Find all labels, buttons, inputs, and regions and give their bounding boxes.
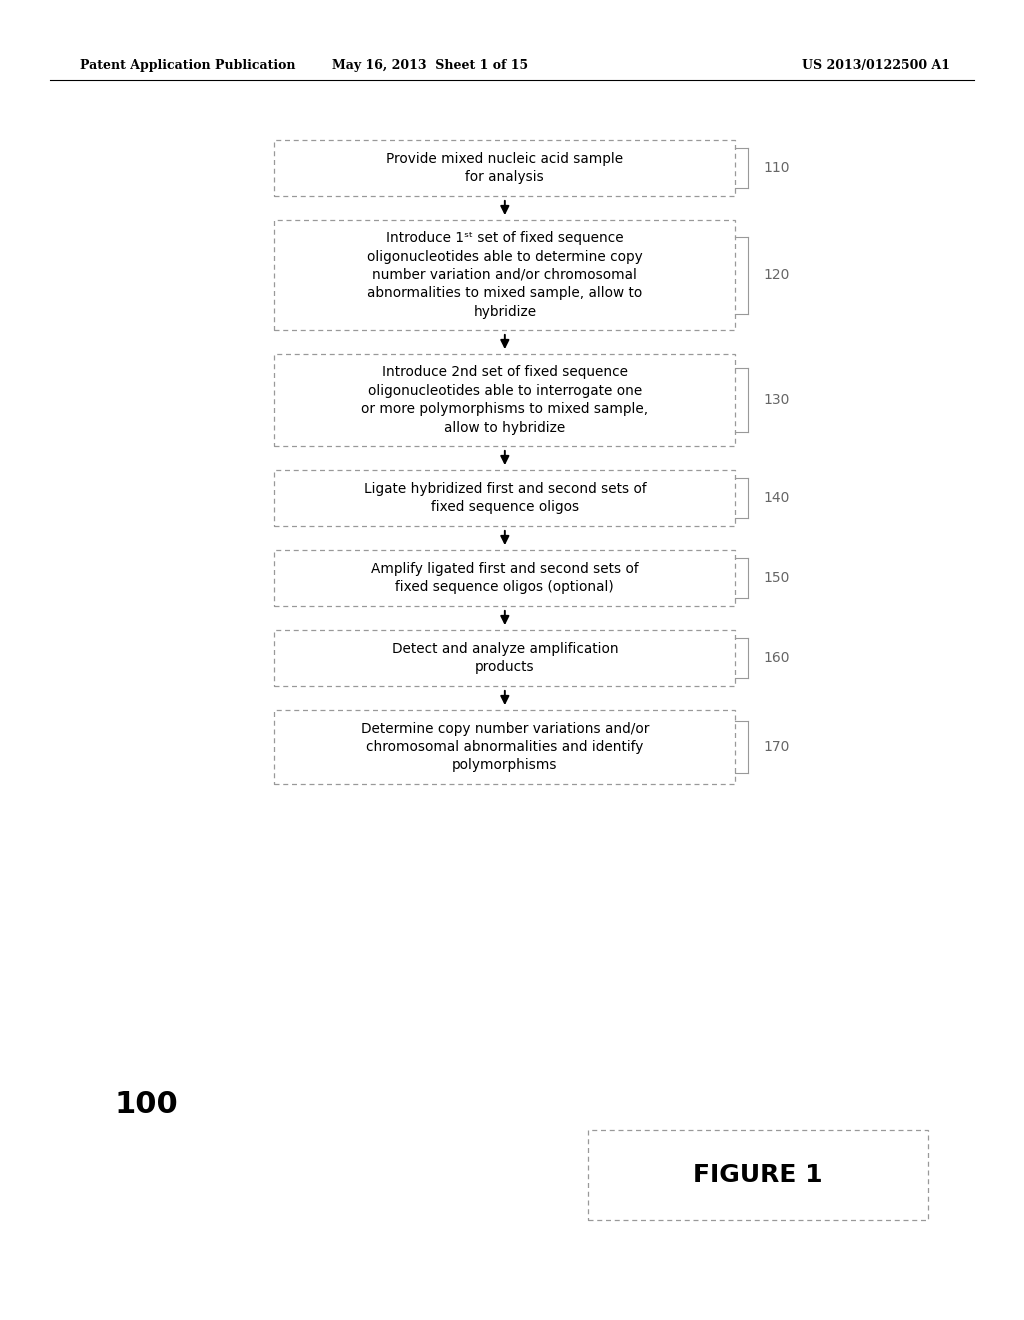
Text: FIGURE 1: FIGURE 1	[693, 1163, 823, 1187]
Text: Provide mixed nucleic acid sample
for analysis: Provide mixed nucleic acid sample for an…	[386, 152, 624, 185]
Text: Determine copy number variations and/or
chromosomal abnormalities and identify
p: Determine copy number variations and/or …	[360, 722, 649, 772]
Text: 130: 130	[763, 393, 790, 407]
FancyBboxPatch shape	[274, 140, 735, 195]
Text: 110: 110	[763, 161, 790, 176]
Text: Introduce 2nd set of fixed sequence
oligonucleotides able to interrogate one
or : Introduce 2nd set of fixed sequence olig…	[361, 366, 648, 434]
Text: Amplify ligated first and second sets of
fixed sequence oligos (optional): Amplify ligated first and second sets of…	[371, 562, 639, 594]
FancyBboxPatch shape	[588, 1130, 928, 1220]
Text: 120: 120	[763, 268, 790, 282]
Text: Introduce 1ˢᵗ set of fixed sequence
oligonucleotides able to determine copy
numb: Introduce 1ˢᵗ set of fixed sequence olig…	[367, 231, 643, 319]
Text: 170: 170	[763, 741, 790, 754]
FancyBboxPatch shape	[274, 550, 735, 606]
Text: May 16, 2013  Sheet 1 of 15: May 16, 2013 Sheet 1 of 15	[332, 58, 528, 71]
Text: US 2013/0122500 A1: US 2013/0122500 A1	[802, 58, 950, 71]
FancyBboxPatch shape	[274, 220, 735, 330]
Text: Patent Application Publication: Patent Application Publication	[80, 58, 296, 71]
FancyBboxPatch shape	[274, 630, 735, 686]
Text: Detect and analyze amplification
products: Detect and analyze amplification product…	[391, 642, 618, 675]
Text: 140: 140	[763, 491, 790, 506]
Text: 100: 100	[115, 1090, 179, 1119]
Text: Ligate hybridized first and second sets of
fixed sequence oligos: Ligate hybridized first and second sets …	[364, 482, 646, 515]
FancyBboxPatch shape	[274, 710, 735, 784]
Text: 150: 150	[763, 572, 790, 585]
Text: 160: 160	[763, 651, 790, 665]
FancyBboxPatch shape	[274, 354, 735, 446]
FancyBboxPatch shape	[274, 470, 735, 525]
